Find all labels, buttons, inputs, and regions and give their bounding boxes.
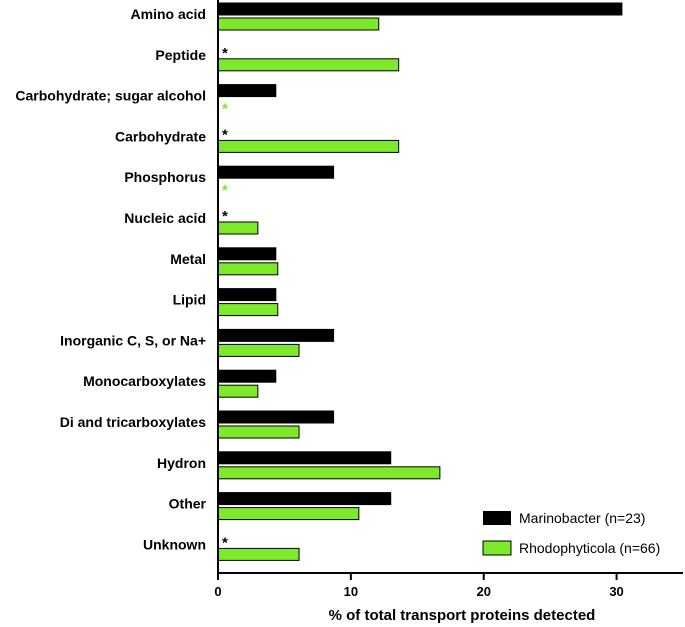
category-label-amino-acid: Amino acid	[131, 6, 206, 22]
x-tick-label: 20	[476, 584, 490, 599]
category-labels: Amino acid Peptide Carbohydrate; sugar alc…	[15, 6, 206, 552]
x-tick-label: 0	[214, 584, 221, 599]
category-label-carbohydrate-sugar-alcohol: Carbohydrate; sugar alcohol	[15, 88, 206, 104]
zero-marker-marinobacter-nucleic-acid: *	[222, 208, 228, 225]
category-label-peptide: Peptide	[155, 47, 206, 63]
bar-rhodophyticola-lipid	[217, 303, 279, 317]
category-label-hydron: Hydron	[157, 455, 206, 471]
bar-rhodophyticola-amino-acid	[217, 17, 380, 31]
category-label-lipid: Lipid	[173, 292, 206, 308]
legend-swatch-marinobacter	[483, 511, 511, 525]
legend-label-marinobacter: Marinobacter (n=23)	[519, 510, 645, 526]
zero-markers: * * * * * *	[222, 45, 228, 552]
bar-rhodophyticola-inorganic-c-s-or-na	[217, 343, 300, 357]
legend-label-rhodophyticola: Rhodophyticola (n=66)	[519, 540, 660, 556]
category-label-monocarboxylates: Monocarboxylates	[83, 373, 206, 389]
bar-rhodophyticola-metal	[217, 262, 279, 276]
bar-marinobacter-inorganic-c-s-or-na	[217, 328, 335, 342]
bar-marinobacter-amino-acid	[217, 2, 623, 16]
x-ticks: 0 10 20 30	[214, 573, 624, 599]
zero-marker-rhodophyticola-phosphorus: *	[222, 182, 228, 199]
bar-marinobacter-phosphorus	[217, 165, 335, 179]
x-axis-label: % of total transport proteins detected	[329, 607, 596, 624]
bar-rhodophyticola-other	[217, 507, 360, 521]
bar-rhodophyticola-peptide	[217, 58, 400, 72]
bar-marinobacter-other	[217, 492, 392, 506]
bar-marinobacter-di-and-tricarboxylates	[217, 410, 335, 424]
bars-layer	[217, 2, 623, 561]
x-tick-label: 30	[609, 584, 623, 599]
bar-marinobacter-metal	[217, 247, 277, 261]
x-tick-label: 10	[344, 584, 358, 599]
category-label-phosphorus: Phosphorus	[124, 169, 206, 185]
bar-marinobacter-hydron	[217, 451, 392, 465]
category-label-carbohydrate: Carbohydrate	[115, 128, 206, 144]
bar-rhodophyticola-unknown	[217, 547, 300, 561]
bar-rhodophyticola-carbohydrate	[217, 139, 400, 153]
category-label-metal: Metal	[170, 251, 206, 267]
category-label-other: Other	[169, 496, 207, 512]
category-label-inorganic-c-s-or-na: Inorganic C, S, or Na+	[60, 332, 206, 348]
bar-marinobacter-lipid	[217, 288, 277, 302]
category-label-nucleic-acid: Nucleic acid	[124, 210, 206, 226]
bar-rhodophyticola-hydron	[217, 466, 441, 480]
category-label-di-and-tricarboxylates: Di and tricarboxylates	[60, 414, 206, 430]
zero-marker-rhodophyticola-carbohydrate-sugar-alcohol: *	[222, 101, 228, 118]
zero-marker-marinobacter-unknown: *	[222, 534, 228, 551]
legend-swatch-rhodophyticola	[482, 540, 512, 556]
legend: Marinobacter (n=23) Rhodophyticola (n=66…	[482, 510, 660, 556]
zero-marker-marinobacter-peptide: *	[222, 45, 228, 62]
bar-marinobacter-carbohydrate-sugar-alcohol	[217, 84, 277, 98]
zero-marker-marinobacter-carbohydrate: *	[222, 126, 228, 143]
bar-marinobacter-monocarboxylates	[217, 369, 277, 383]
bar-rhodophyticola-monocarboxylates	[217, 384, 259, 398]
bar-rhodophyticola-di-and-tricarboxylates	[217, 425, 300, 439]
category-label-unknown: Unknown	[143, 536, 206, 552]
